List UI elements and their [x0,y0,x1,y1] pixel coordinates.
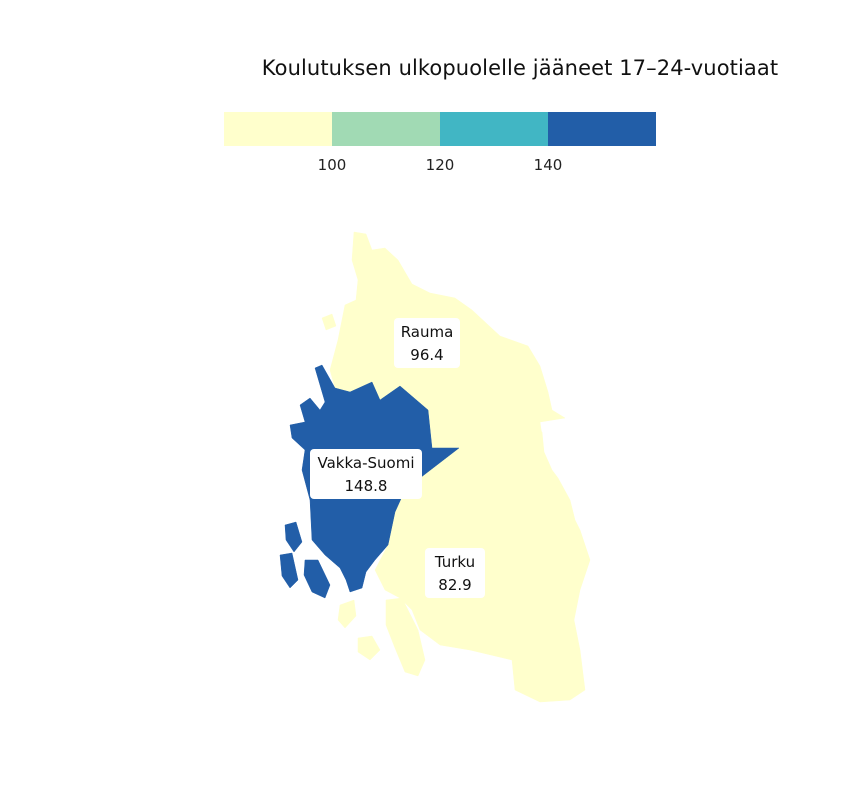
region-name-vakka-suomi: Vakka-Suomi [318,454,415,472]
legend-break-1: 100 [318,156,347,174]
legend-break-3: 140 [534,156,563,174]
region-name-turku: Turku [434,553,475,571]
region-value-rauma: 96.4 [410,346,443,364]
region-value-vakka-suomi: 148.8 [345,477,388,495]
region-name-rauma: Rauma [401,323,454,341]
legend-swatch-3 [440,112,548,146]
legend-swatch-2 [332,112,440,146]
legend-swatch-1 [224,112,332,146]
map-title: Koulutuksen ulkopuolelle jääneet 17–24-v… [261,56,779,80]
region-label-vakka-suomi: Vakka-Suomi 148.8 [310,449,422,499]
legend-swatch-4 [548,112,656,146]
region-label-rauma: Rauma 96.4 [394,318,460,368]
legend-break-2: 120 [426,156,455,174]
region-label-turku: Turku 82.9 [425,548,485,598]
legend: 100 120 140 [224,112,656,174]
region-value-turku: 82.9 [438,576,471,594]
